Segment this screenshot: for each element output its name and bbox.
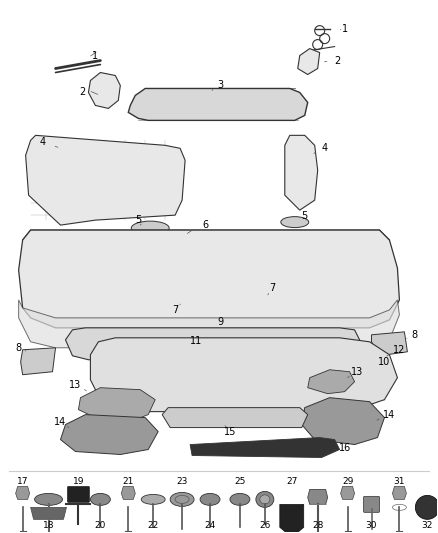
Polygon shape — [341, 487, 355, 499]
Text: 14: 14 — [54, 417, 67, 426]
Polygon shape — [78, 387, 155, 419]
Polygon shape — [280, 504, 304, 533]
Polygon shape — [90, 338, 397, 411]
Text: 21: 21 — [123, 477, 134, 486]
Text: 32: 32 — [422, 521, 433, 530]
Circle shape — [92, 341, 106, 355]
Text: 11: 11 — [190, 336, 202, 346]
Polygon shape — [128, 88, 308, 120]
Polygon shape — [308, 489, 328, 504]
Ellipse shape — [131, 221, 169, 235]
Polygon shape — [190, 438, 339, 457]
Polygon shape — [162, 408, 308, 427]
Polygon shape — [25, 135, 185, 225]
Circle shape — [261, 291, 269, 299]
FancyBboxPatch shape — [364, 496, 379, 512]
Text: 26: 26 — [259, 521, 271, 530]
Text: 12: 12 — [393, 345, 406, 355]
Text: 5: 5 — [135, 215, 141, 225]
Polygon shape — [19, 230, 399, 328]
Text: 4: 4 — [39, 138, 46, 147]
Polygon shape — [285, 135, 318, 210]
Polygon shape — [23, 230, 389, 262]
Text: 3: 3 — [217, 80, 223, 91]
Text: 18: 18 — [43, 521, 54, 530]
Polygon shape — [121, 487, 135, 499]
Text: 24: 24 — [205, 521, 215, 530]
Text: 28: 28 — [312, 521, 323, 530]
Polygon shape — [88, 72, 120, 108]
Polygon shape — [200, 358, 379, 379]
Text: 16: 16 — [339, 442, 351, 453]
Text: 8: 8 — [411, 330, 417, 340]
Polygon shape — [298, 49, 320, 75]
Text: 25: 25 — [234, 477, 246, 486]
Text: 13: 13 — [69, 379, 81, 390]
Text: 5: 5 — [302, 211, 308, 221]
Text: 7: 7 — [172, 305, 178, 315]
Polygon shape — [60, 415, 158, 455]
Text: 31: 31 — [394, 477, 405, 486]
Polygon shape — [16, 487, 30, 499]
Polygon shape — [31, 507, 67, 519]
Text: 4: 4 — [321, 143, 328, 154]
Text: 8: 8 — [16, 343, 22, 353]
Text: 2: 2 — [335, 55, 341, 66]
Ellipse shape — [35, 494, 63, 505]
Text: 14: 14 — [383, 410, 396, 419]
Text: 2: 2 — [79, 87, 85, 98]
Circle shape — [181, 296, 189, 304]
Ellipse shape — [260, 495, 270, 504]
Circle shape — [100, 400, 117, 416]
Ellipse shape — [90, 494, 110, 505]
Ellipse shape — [170, 492, 194, 506]
Polygon shape — [66, 328, 360, 360]
Circle shape — [257, 287, 273, 303]
Text: 17: 17 — [17, 477, 28, 486]
Text: 9: 9 — [217, 317, 223, 327]
Text: 13: 13 — [351, 367, 364, 377]
Ellipse shape — [281, 216, 309, 228]
Text: 10: 10 — [378, 357, 391, 367]
Ellipse shape — [230, 494, 250, 505]
Text: 29: 29 — [342, 477, 353, 486]
Polygon shape — [392, 487, 406, 499]
Text: 19: 19 — [73, 477, 84, 486]
Text: 7: 7 — [268, 283, 275, 293]
Ellipse shape — [200, 494, 220, 505]
Text: 1: 1 — [92, 51, 99, 61]
Text: 23: 23 — [177, 477, 188, 486]
FancyBboxPatch shape — [197, 344, 227, 362]
Polygon shape — [302, 398, 385, 445]
Text: 27: 27 — [286, 477, 297, 486]
FancyBboxPatch shape — [67, 487, 89, 503]
Polygon shape — [19, 300, 399, 348]
Polygon shape — [308, 370, 355, 394]
Polygon shape — [21, 348, 56, 375]
Circle shape — [177, 292, 193, 308]
Ellipse shape — [256, 491, 274, 507]
Text: 1: 1 — [342, 23, 348, 34]
Text: 6: 6 — [202, 220, 208, 230]
Circle shape — [415, 495, 438, 519]
Text: 15: 15 — [224, 426, 236, 437]
Circle shape — [95, 345, 101, 351]
Polygon shape — [371, 332, 407, 356]
Text: 30: 30 — [366, 521, 377, 530]
Text: 22: 22 — [148, 521, 159, 530]
Ellipse shape — [141, 495, 165, 504]
Text: 20: 20 — [95, 521, 106, 530]
